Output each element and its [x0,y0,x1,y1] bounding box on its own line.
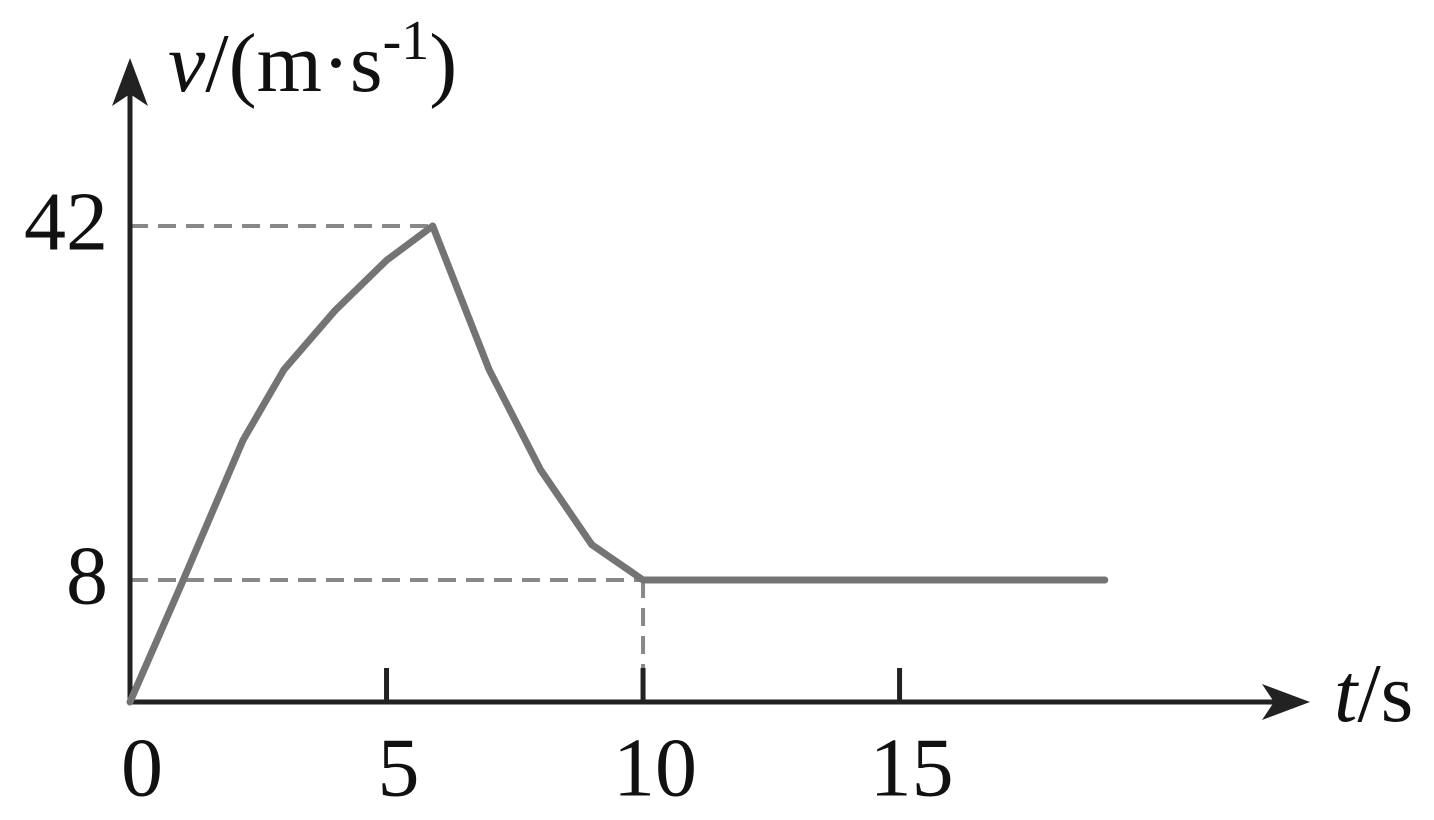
x-tick-label: 10 [613,721,697,814]
y-label-exp: -1 [383,10,430,72]
y-label-unit: /(m·s [205,17,382,110]
data-line [126,222,1109,706]
x-tick-label: 0 [121,721,163,814]
x-tick-label: 5 [378,721,420,814]
x-tick-label: 15 [870,721,954,814]
y-axis-arrow [112,58,148,106]
x-axis-arrow [1262,684,1310,720]
x-label-unit: /s [1357,647,1413,740]
y-label-close: ) [429,17,457,110]
x-axis-label: t/s [1334,647,1413,740]
y-axis-label: v/(m·s-1) [168,10,457,110]
y-label-var: v [168,17,206,110]
x-label-var: t [1334,647,1360,740]
y-tick-label: 42 [24,175,108,268]
y-tick-label: 8 [66,529,108,622]
